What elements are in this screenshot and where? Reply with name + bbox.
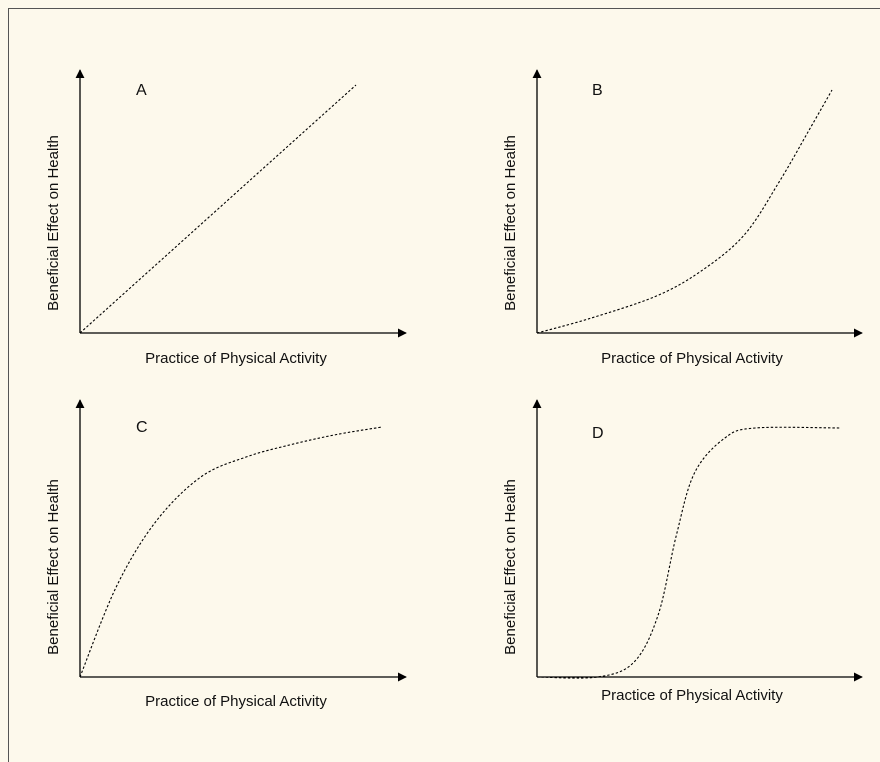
effect-curve: [79, 84, 357, 334]
panel-letter: D: [592, 425, 604, 442]
panel-d: D Practice of Physical Activity Benefici…: [502, 399, 863, 704]
x-axis-label: Practice of Physical Activity: [145, 693, 327, 710]
effect-curve: [536, 426, 841, 679]
effect-curve: [79, 426, 383, 678]
x-axis-label: Practice of Physical Activity: [601, 350, 783, 367]
x-axis-label: Practice of Physical Activity: [601, 687, 783, 704]
x-axis-label: Practice of Physical Activity: [145, 350, 327, 367]
y-axis-label: Beneficial Effect on Health: [45, 479, 62, 655]
panel-c: C Practice of Physical Activity Benefici…: [45, 399, 407, 710]
y-axis-label: Beneficial Effect on Health: [502, 135, 519, 311]
y-axis-label: Beneficial Effect on Health: [45, 135, 62, 311]
panel-a: A Practice of Physical Activity Benefici…: [45, 69, 407, 367]
figure-frame: [8, 8, 880, 762]
panel-letter: B: [592, 82, 603, 99]
effect-curve: [536, 89, 833, 334]
panel-letter: A: [136, 82, 147, 99]
y-axis-label: Beneficial Effect on Health: [502, 479, 519, 655]
panel-b: B Practice of Physical Activity Benefici…: [502, 69, 863, 367]
panel-letter: C: [136, 419, 148, 436]
